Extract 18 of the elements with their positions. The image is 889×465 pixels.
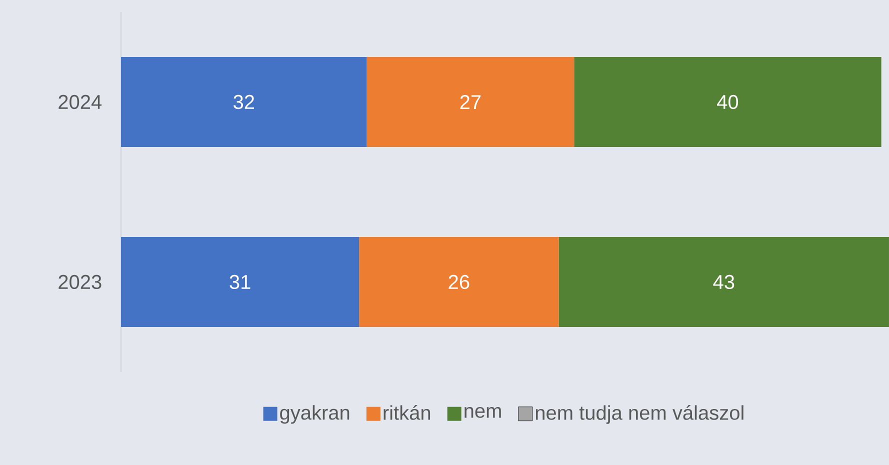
data-label: 26 — [448, 274, 470, 290]
bar — [558, 236, 889, 327]
bar — [574, 56, 882, 147]
legend-label: nem — [464, 406, 501, 418]
legend-label: nem tudja nem válaszol — [536, 404, 744, 424]
data-label: 27 — [460, 95, 481, 109]
legend-label: gyakran — [280, 405, 350, 424]
data-label: 43 — [713, 274, 734, 290]
bar — [121, 236, 360, 327]
y-tick-label: 2023 — [58, 274, 102, 290]
bar — [366, 56, 574, 147]
data-label: 40 — [717, 94, 738, 110]
legend-label: ritkán — [384, 404, 430, 420]
bar — [359, 236, 559, 327]
data-label: 31 — [230, 274, 250, 290]
data-label: 32 — [234, 94, 254, 110]
bar — [121, 56, 367, 147]
y-tick-label: 2024 — [58, 94, 102, 110]
